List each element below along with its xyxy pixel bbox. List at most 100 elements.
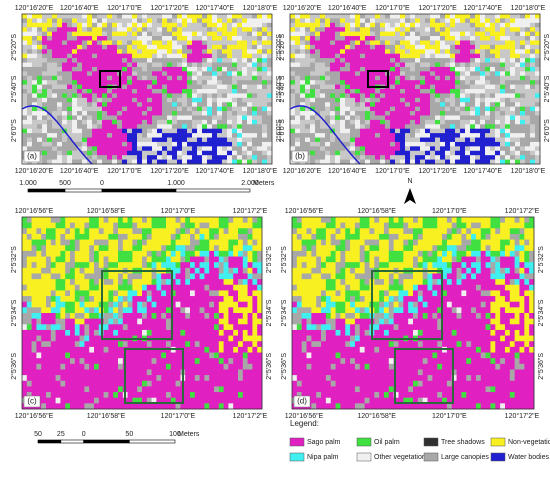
map-cell [233, 228, 239, 235]
map-cell [455, 137, 461, 143]
map-cell [152, 22, 158, 28]
map-cell [209, 346, 215, 353]
map-cell [74, 250, 80, 257]
map-cell [400, 27, 406, 32]
map-cell [217, 89, 223, 94]
map-cell [170, 318, 176, 325]
map-cell [247, 14, 253, 19]
map-cell [335, 102, 341, 107]
map-cell [65, 392, 71, 399]
map-cell [530, 93, 536, 99]
map-cell [107, 93, 113, 99]
map-cell [204, 358, 210, 365]
map-cell [89, 273, 95, 280]
map-cell [415, 102, 421, 107]
map-cell [197, 111, 203, 116]
map-cell [62, 159, 68, 165]
map-cell [67, 133, 73, 138]
map-cell [485, 93, 491, 99]
map-cell [62, 84, 68, 90]
map-cell [167, 111, 173, 116]
map-cell [192, 53, 198, 59]
map-cell [470, 97, 476, 103]
map-cell [89, 318, 95, 325]
map-cell [98, 233, 104, 240]
map-cell [74, 380, 80, 387]
map-cell [500, 124, 506, 129]
map-cell [67, 31, 73, 37]
map-cell [204, 267, 210, 274]
map-cell [112, 159, 118, 165]
map-cell [60, 375, 66, 382]
map-cell [370, 102, 376, 107]
map-cell [172, 137, 178, 143]
map-cell [380, 106, 386, 112]
map-cell [175, 324, 181, 331]
map-cell [202, 89, 208, 94]
map-cell [156, 273, 162, 280]
map-cell [227, 71, 233, 77]
map-cell [31, 352, 37, 359]
map-cell [228, 335, 234, 342]
map-cell [132, 53, 138, 59]
map-cell [355, 97, 361, 103]
map-cell [257, 233, 263, 240]
map-cell [290, 97, 296, 103]
map-cell [132, 386, 138, 393]
map-cell [65, 301, 71, 308]
map-cell [112, 18, 118, 24]
map-cell [267, 84, 273, 90]
map-cell [70, 318, 76, 325]
map-cell [490, 53, 496, 59]
map-cell [113, 318, 119, 325]
map-cell [157, 44, 163, 50]
map-cell [425, 22, 431, 28]
map-cell [320, 146, 326, 152]
map-cell [242, 256, 248, 263]
map-cell [36, 386, 42, 393]
map-cell [335, 146, 341, 152]
map-cell [238, 273, 244, 280]
map-cell [207, 106, 213, 112]
map-cell [182, 27, 188, 32]
map-cell [122, 290, 128, 297]
map-cell [197, 14, 203, 19]
map-cell [247, 124, 253, 129]
map-cell [340, 36, 346, 41]
map-cell [84, 324, 90, 331]
map-cell [380, 80, 386, 85]
map-cell [47, 44, 53, 50]
map-cell [175, 313, 181, 319]
map-cell [470, 40, 476, 46]
map-cell [320, 89, 326, 94]
map-cell [82, 31, 88, 37]
map-cell [89, 335, 95, 342]
map-cell [267, 106, 273, 112]
map-cell [152, 31, 158, 37]
map-cell [340, 115, 346, 121]
map-cell [52, 36, 58, 41]
map-cell [127, 141, 133, 147]
map-cell [237, 44, 243, 50]
map-cell [151, 386, 157, 393]
map-cell [500, 80, 506, 85]
map-cell [247, 267, 253, 274]
map-cell [242, 22, 248, 28]
map-cell [252, 217, 258, 223]
map-cell [247, 18, 253, 24]
map-cell [490, 49, 496, 54]
map-cell [267, 75, 273, 81]
map-cell [475, 66, 481, 72]
map-cell [207, 53, 213, 59]
map-cell [214, 267, 220, 274]
map-cell [535, 36, 541, 41]
map-cell [47, 141, 53, 147]
map-cell [415, 62, 421, 68]
map-cell [36, 273, 42, 280]
map-cell [74, 329, 80, 336]
map-cell [97, 44, 103, 50]
map-cell [405, 89, 411, 94]
map-cell [305, 111, 311, 116]
map-cell [94, 375, 100, 382]
map-cell [315, 159, 321, 165]
